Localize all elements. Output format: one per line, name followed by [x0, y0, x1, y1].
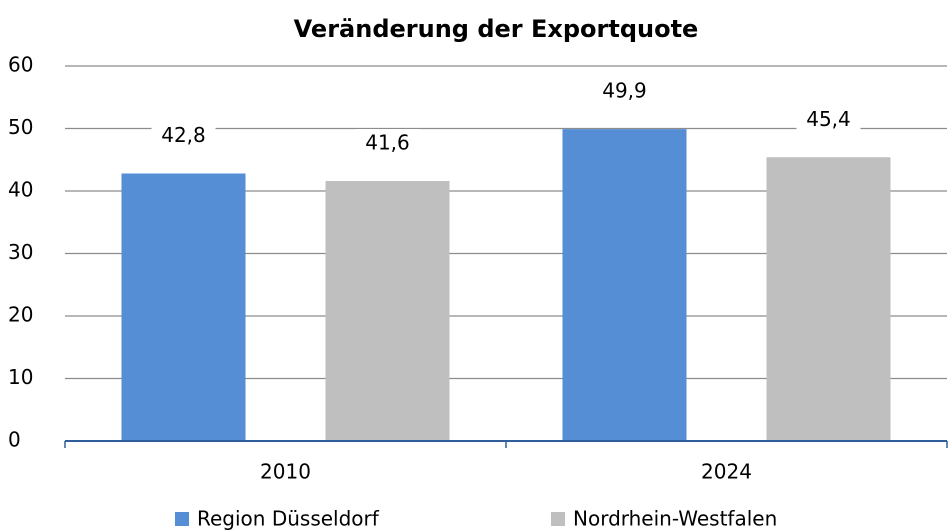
data-label-bg — [355, 129, 420, 159]
data-label: 45,4 — [806, 107, 851, 131]
data-label-bg — [796, 105, 861, 136]
data-label: 41,6 — [365, 131, 410, 155]
y-tick-label: 40 — [8, 178, 33, 202]
bar — [562, 129, 687, 441]
chart-title: Veränderung der Exportquote — [294, 15, 699, 43]
y-tick-label: 0 — [8, 428, 21, 452]
bar — [325, 181, 450, 441]
bar — [121, 173, 246, 441]
x-tick-label: 2024 — [701, 460, 752, 484]
y-tick-label: 20 — [8, 303, 33, 327]
y-tick-label: 30 — [8, 240, 33, 264]
legend-label: Region Düsseldorf — [197, 507, 380, 531]
legend-swatch — [551, 512, 565, 526]
bar — [766, 157, 891, 441]
y-tick-label: 60 — [8, 53, 33, 77]
legend-swatch — [175, 512, 189, 526]
data-label: 42,8 — [161, 123, 206, 147]
data-label: 49,9 — [602, 79, 647, 103]
x-tick-label: 2010 — [260, 460, 311, 484]
data-label-bg — [151, 121, 216, 152]
data-label-bg — [592, 77, 657, 108]
legend-label: Nordrhein-Westfalen — [573, 507, 777, 531]
y-tick-label: 10 — [8, 365, 33, 389]
y-tick-label: 50 — [8, 115, 33, 139]
